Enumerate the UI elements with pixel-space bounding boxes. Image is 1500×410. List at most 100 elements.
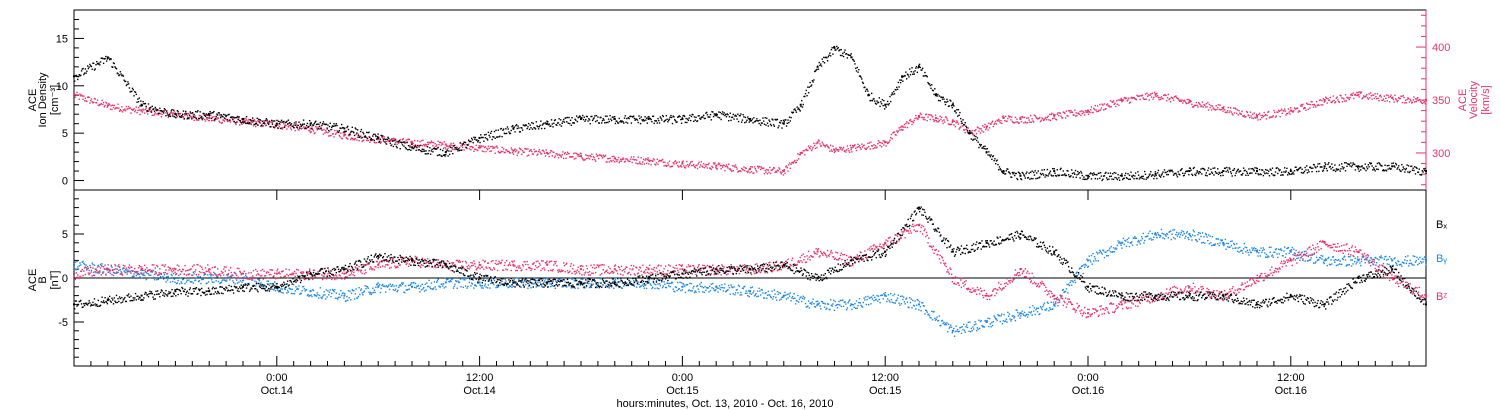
density-point (715, 113, 718, 116)
density-dot (676, 121, 678, 123)
density-dot (728, 119, 730, 122)
velocity-dot (451, 148, 454, 151)
velocity-dot (867, 142, 869, 145)
velocity-dot (1230, 111, 1233, 113)
velocity-dot (1021, 116, 1023, 118)
velocity-dot (597, 157, 600, 160)
density-dot (1367, 164, 1370, 166)
velocity-dot (677, 164, 679, 167)
velocity-dot (930, 114, 932, 116)
by-dot (672, 288, 674, 290)
by-dot (726, 289, 728, 292)
density-dot (1067, 174, 1070, 176)
density-dot (570, 124, 573, 127)
velocity-dot (246, 121, 249, 124)
density-dot (775, 119, 778, 121)
density-dot (888, 102, 890, 105)
velocity-dot (707, 163, 709, 166)
by-dot (214, 273, 217, 275)
density-dot (438, 154, 440, 156)
density-dot (294, 124, 296, 126)
by-dot (584, 287, 586, 289)
density-dot (454, 147, 456, 149)
velocity-dot (1203, 103, 1205, 106)
velocity-dot (737, 170, 740, 172)
density-dot (1088, 175, 1090, 178)
density-dot (984, 145, 986, 147)
density-dot (74, 75, 77, 77)
density-dot (133, 95, 135, 97)
velocity-dot (1377, 97, 1379, 100)
by-dot (700, 281, 703, 284)
velocity-dot (796, 159, 798, 161)
density-dot (603, 119, 605, 121)
by-dot (229, 275, 232, 277)
density-dot (166, 112, 169, 114)
density-dot (1248, 172, 1251, 175)
density-dot (1363, 168, 1366, 170)
by-dot (558, 279, 560, 281)
by-dot (803, 298, 805, 300)
density-dot (874, 100, 876, 102)
density-dot (902, 80, 904, 82)
density-dot (143, 103, 146, 105)
by-dot (562, 278, 564, 281)
by-dot (412, 282, 414, 284)
by-dot (263, 284, 265, 286)
velocity-dot (812, 146, 814, 148)
velocity-dot (753, 172, 755, 174)
density-dot (1239, 170, 1242, 172)
by-dot (328, 291, 331, 293)
velocity-dot (489, 150, 491, 153)
by-dot (486, 287, 489, 289)
velocity-dot (932, 118, 935, 121)
velocity-point (968, 130, 971, 133)
velocity-dot (1321, 104, 1324, 106)
velocity-dot (1413, 96, 1415, 98)
velocity-dot (1134, 98, 1137, 100)
density-dot (1161, 173, 1163, 175)
density-dot (210, 112, 212, 114)
by-dot (677, 281, 679, 284)
by-dot (307, 293, 309, 296)
by-dot (918, 301, 921, 303)
by-dot (784, 291, 786, 294)
density-dot (1052, 167, 1054, 170)
density-dot (1077, 173, 1080, 175)
by-dot (931, 319, 934, 321)
velocity-dot (227, 120, 230, 122)
velocity-dot (79, 93, 81, 95)
by-dot (194, 279, 197, 281)
density-dot (1066, 169, 1068, 172)
density-dot (1237, 168, 1239, 171)
by-dot (699, 283, 701, 285)
density-dot (448, 150, 450, 152)
velocity-dot (1184, 100, 1186, 102)
density-dot (496, 136, 499, 138)
by-dot (779, 292, 782, 295)
density-dot (817, 68, 820, 70)
by-dot (493, 279, 496, 282)
by-dot (800, 296, 802, 298)
density-dot (172, 109, 175, 111)
by-dot (917, 299, 919, 302)
velocity-dot (801, 152, 804, 154)
velocity-dot (553, 156, 556, 159)
velocity-dot (343, 132, 346, 134)
by-dot (639, 285, 642, 288)
by-dot (347, 290, 350, 292)
density-dot (621, 120, 623, 122)
density-dot (1311, 170, 1313, 173)
density-point (377, 136, 380, 139)
density-dot (756, 118, 758, 120)
by-point (749, 290, 751, 293)
velocity-dot (612, 159, 614, 162)
velocity-dot (1185, 101, 1187, 104)
density-dot (931, 84, 933, 86)
density-dot (941, 98, 944, 100)
by-dot (419, 291, 421, 293)
velocity-dot (442, 147, 445, 150)
by-dot (585, 277, 587, 279)
density-dot (476, 139, 478, 141)
density-dot (439, 148, 442, 151)
